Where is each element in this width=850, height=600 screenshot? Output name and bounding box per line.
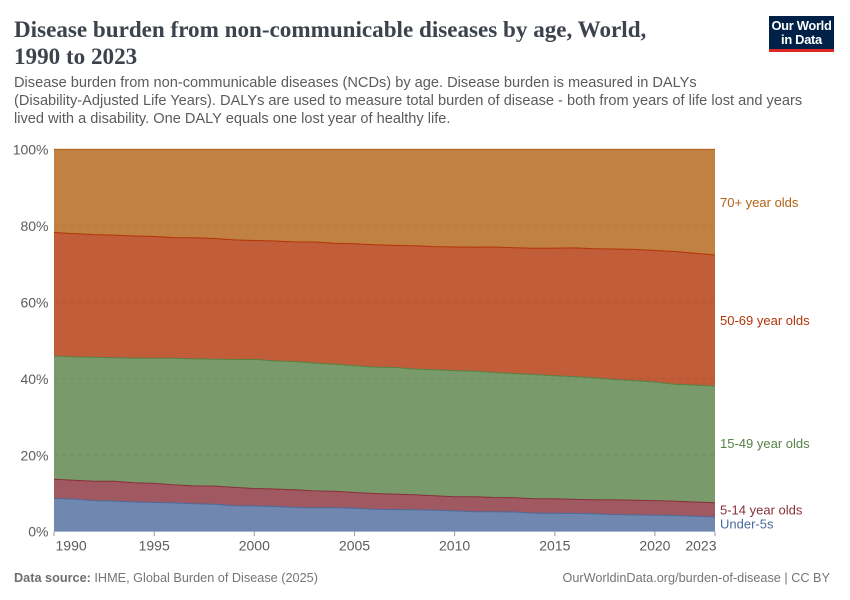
svg-text:70+ year olds: 70+ year olds bbox=[720, 195, 799, 210]
svg-text:40%: 40% bbox=[20, 371, 48, 387]
svg-text:20%: 20% bbox=[20, 447, 48, 463]
svg-text:15-49 year olds: 15-49 year olds bbox=[720, 436, 810, 451]
svg-text:2023: 2023 bbox=[685, 538, 716, 554]
svg-text:2005: 2005 bbox=[339, 538, 370, 554]
svg-text:0%: 0% bbox=[28, 524, 48, 540]
svg-text:2020: 2020 bbox=[639, 538, 670, 554]
svg-text:5-14 year olds: 5-14 year olds bbox=[720, 502, 803, 517]
svg-text:Under-5s: Under-5s bbox=[720, 517, 774, 532]
svg-text:100%: 100% bbox=[13, 142, 49, 158]
svg-text:80%: 80% bbox=[20, 218, 48, 234]
svg-text:1995: 1995 bbox=[139, 538, 170, 554]
svg-text:2015: 2015 bbox=[539, 538, 570, 554]
svg-text:60%: 60% bbox=[20, 294, 48, 310]
svg-text:2010: 2010 bbox=[439, 538, 470, 554]
svg-text:1990: 1990 bbox=[56, 538, 87, 554]
svg-text:2000: 2000 bbox=[239, 538, 270, 554]
svg-text:50-69 year olds: 50-69 year olds bbox=[720, 313, 810, 328]
